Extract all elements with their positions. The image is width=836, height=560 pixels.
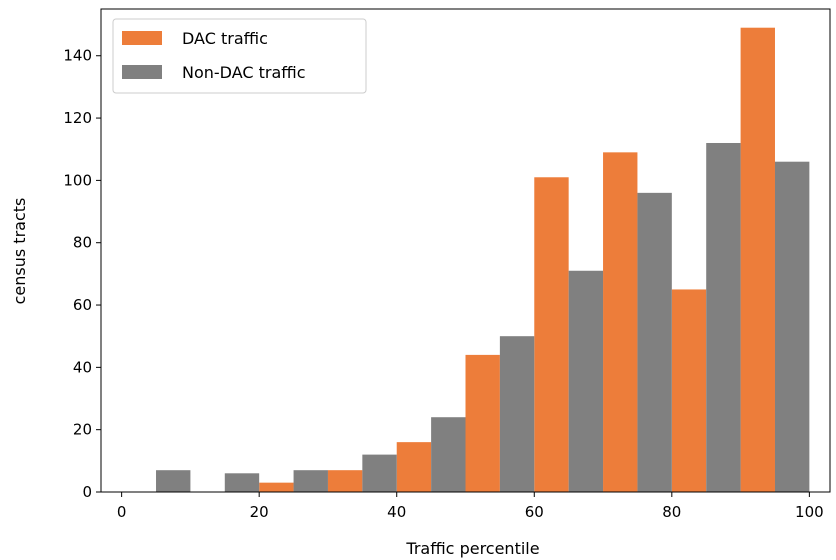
bar-non-dac-5 <box>499 336 535 492</box>
x-tick-label-60: 60 <box>525 503 544 521</box>
bar-dac-6 <box>534 177 569 492</box>
y-tick-label-20: 20 <box>73 421 92 439</box>
bar-non-dac-8 <box>706 142 741 493</box>
bars <box>156 27 810 493</box>
y-tick-label-100: 100 <box>63 171 92 189</box>
legend-swatch-non-dac <box>122 65 162 79</box>
legend-label-dac: DAC traffic <box>182 29 268 48</box>
bar-dac-9 <box>740 27 775 492</box>
bar-dac-3 <box>327 470 363 492</box>
bar-non-dac-4 <box>431 417 466 492</box>
x-tick-label-80: 80 <box>662 503 681 521</box>
plot-frame <box>100 8 831 493</box>
x-axis-label: Traffic percentile <box>405 539 539 558</box>
bar-dac-7 <box>603 152 638 493</box>
x-tick-label-0: 0 <box>117 503 127 521</box>
bar-non-dac-6 <box>568 270 604 492</box>
x-tick-label-20: 20 <box>250 503 269 521</box>
bar-dac-8 <box>671 289 707 492</box>
y-tick-label-80: 80 <box>73 234 92 252</box>
bar-dac-4 <box>396 442 432 492</box>
y-tick-label-0: 0 <box>82 483 92 501</box>
bar-non-dac-7 <box>637 192 672 492</box>
y-axis-label: census tracts <box>10 198 29 305</box>
y-tick-label-60: 60 <box>73 296 92 314</box>
axes: 0 20 40 60 80 100 0 20 40 60 80 100 120 140 <box>63 8 831 521</box>
bar-non-dac-3 <box>362 454 397 492</box>
y-tick-label-120: 120 <box>63 109 92 127</box>
x-tick-label-100: 100 <box>795 503 824 521</box>
legend-frame <box>112 18 367 94</box>
y-tick-label-40: 40 <box>73 358 92 376</box>
bar-non-dac-1 <box>224 473 260 492</box>
y-tick-label-140: 140 <box>63 47 92 65</box>
legend-label-non-dac: Non-DAC traffic <box>182 63 306 82</box>
bar-non-dac-9 <box>774 161 810 493</box>
bar-non-dac-0 <box>156 470 191 492</box>
x-tick-label-40: 40 <box>387 503 406 521</box>
legend: DAC traffic Non-DAC traffic <box>112 18 367 94</box>
legend-swatch-dac <box>122 31 162 45</box>
bar-dac-5 <box>465 354 500 492</box>
bar-dac-2 <box>259 482 294 492</box>
bar-non-dac-2 <box>293 470 328 492</box>
